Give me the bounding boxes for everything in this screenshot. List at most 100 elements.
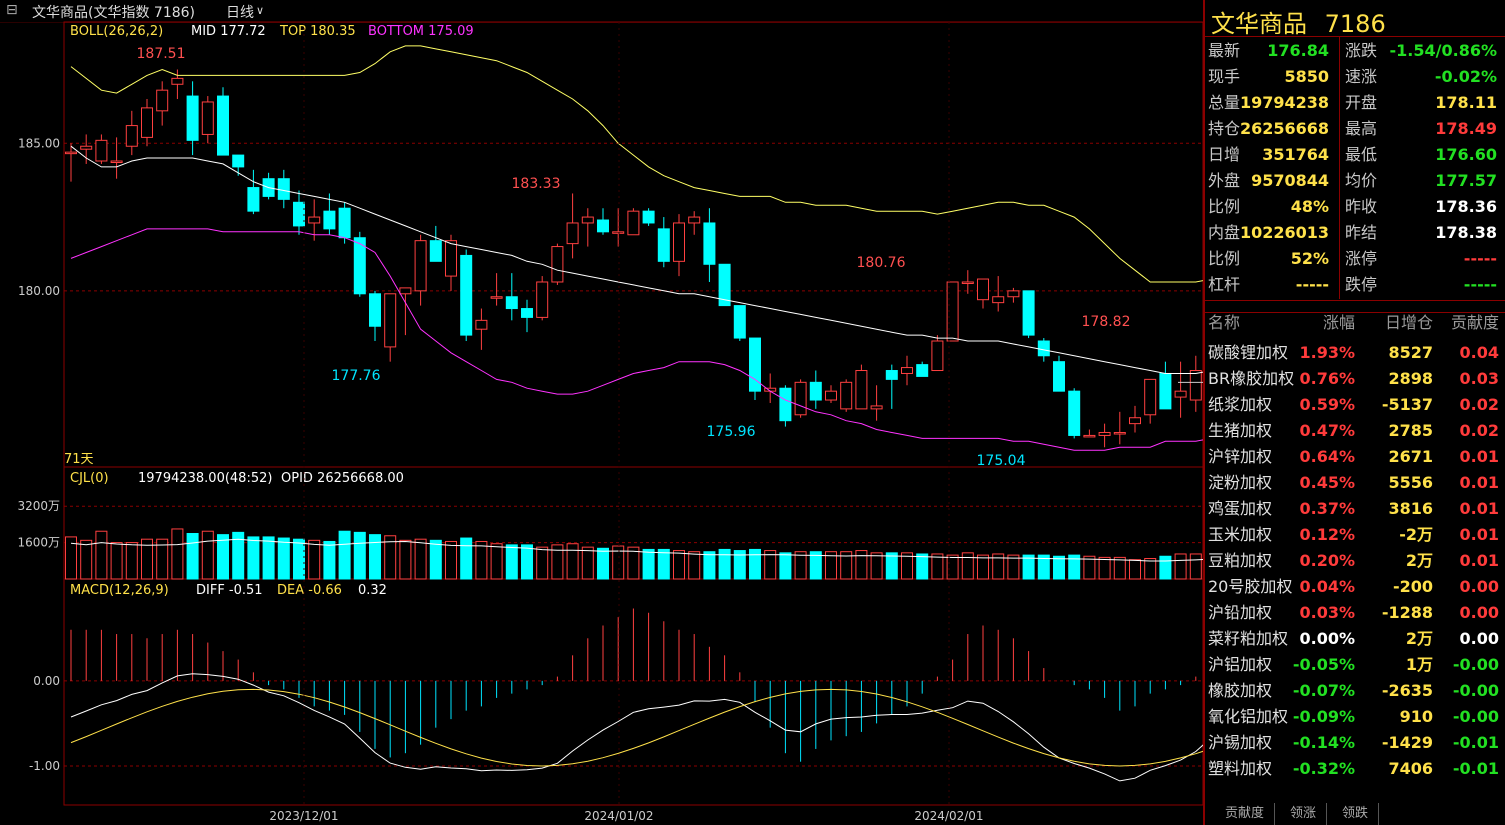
table-row[interactable]: 淀粉加权 0.45% 5556 0.01 (1205, 470, 1505, 496)
boll-name[interactable]: BOLL(26,26,2) (70, 24, 164, 39)
table-row[interactable]: 20号胶加权 0.04% -200 0.00 (1205, 574, 1505, 600)
table-row[interactable]: 纸浆加权 0.59% -5137 0.02 (1205, 392, 1505, 418)
table-row[interactable]: 鸡蛋加权 0.37% 3816 0.01 (1205, 496, 1505, 522)
daily-oi-change: 2898 (1388, 369, 1433, 388)
table-row[interactable]: 碳酸锂加权 1.93% 8527 0.04 (1205, 340, 1505, 366)
table-header-cell[interactable]: 日增仓 (1384, 313, 1433, 332)
candle-body (779, 387, 792, 422)
candle-body (992, 296, 1005, 304)
volume-bar (992, 553, 1005, 580)
candle-body (1098, 431, 1111, 436)
table-row[interactable]: 生猪加权 0.47% 2785 0.02 (1205, 418, 1505, 444)
table-row[interactable]: 沪铝加权 -0.05% 1万 -0.00 (1205, 652, 1505, 678)
quote-row: 杠杆 ----- 跌停 ----- (1205, 272, 1505, 298)
daily-oi-change: 2785 (1388, 421, 1433, 440)
volume-bar (125, 542, 138, 580)
table-row[interactable]: 沪铅加权 0.03% -1288 0.00 (1205, 600, 1505, 626)
table-row[interactable]: BR橡胶加权 0.76% 2898 0.03 (1205, 366, 1505, 392)
panel-tab[interactable]: 领涨 (1280, 803, 1328, 825)
quote-value: ----- (1463, 275, 1497, 294)
table-row[interactable]: 玉米加权 0.12% -2万 0.01 (1205, 522, 1505, 548)
macd-name[interactable]: MACD(12,26,9) (70, 583, 169, 598)
change-pct: 0.00% (1299, 629, 1355, 648)
contribution: -0.01 (1452, 759, 1499, 778)
volume-bar (95, 530, 108, 580)
candle-body (414, 240, 427, 292)
price-annotation: 187.51 (137, 46, 186, 62)
kline-chart[interactable]: 185.00 180.00 187.51 183.33 180.76 178.82 177.… (0, 0, 1203, 825)
candle-body (855, 370, 868, 410)
boll-top: TOP 180.35 (280, 24, 356, 39)
volume-bar (642, 548, 655, 580)
cjl-name[interactable]: CJL(0) (70, 471, 109, 486)
candle-body (673, 222, 685, 262)
panel-title: 文华商品 7186 (1211, 4, 1386, 39)
quote-label: 涨停 (1345, 249, 1378, 268)
candle-body (80, 145, 93, 150)
candle-body (536, 281, 549, 318)
chevron-down-icon[interactable]: ∨ (256, 4, 265, 17)
volume-bar (627, 546, 640, 580)
volume-bar (688, 551, 701, 580)
volume-bar (475, 540, 488, 580)
daily-oi-change: 7406 (1388, 759, 1433, 778)
candle-body (1113, 431, 1126, 435)
period-selector[interactable]: 日线 (226, 5, 254, 21)
table-header-cell[interactable]: 贡献度 (1450, 313, 1499, 332)
commodity-name: 玉米加权 (1208, 525, 1273, 544)
quote-value: -1.54/0.86% (1389, 41, 1497, 60)
volume-tick-label: 1600万 (17, 536, 60, 550)
candle-body (733, 305, 746, 339)
candle-body (171, 77, 184, 85)
change-pct: 0.76% (1299, 369, 1355, 388)
table-row[interactable]: 橡胶加权 -0.07% -2635 -0.00 (1205, 678, 1505, 704)
table-row[interactable]: 沪锡加权 -0.14% -1429 -0.01 (1205, 730, 1505, 756)
candle-body (369, 293, 381, 327)
table-row[interactable]: 沪锌加权 0.64% 2671 0.01 (1205, 444, 1505, 470)
table-row[interactable]: 氧化铝加权 -0.09% 910 -0.00 (1205, 704, 1505, 730)
table-row[interactable]: 菜籽粕加权 0.00% 2万 0.00 (1205, 626, 1505, 652)
volume-bar (460, 537, 473, 580)
candle-body (521, 308, 533, 318)
table-header-cell[interactable]: 名称 (1208, 313, 1241, 332)
quote-label: 跌停 (1345, 275, 1378, 294)
table-row[interactable]: 塑料加权 -0.32% 7406 -0.01 (1205, 756, 1505, 782)
candle-body (201, 101, 214, 135)
quote-value: ----- (1295, 275, 1329, 294)
commodity-name: BR橡胶加权 (1208, 369, 1295, 388)
candle-body (95, 139, 108, 162)
contribution: 0.03 (1459, 369, 1499, 388)
candle-body (399, 287, 412, 295)
quote-value: 176.60 (1435, 145, 1497, 164)
quote-value: 178.38 (1435, 223, 1497, 242)
volume-bar (1007, 554, 1020, 580)
contribution: -0.00 (1452, 655, 1499, 674)
panel-tab[interactable]: 领跌 (1332, 803, 1380, 825)
table-header-cell[interactable]: 涨幅 (1322, 313, 1355, 332)
quote-value: 10226013 (1239, 223, 1329, 242)
panel-divider (1339, 37, 1340, 299)
panel-tab[interactable]: 贡献度 (1215, 803, 1276, 825)
volume-ma-line (70, 538, 1203, 562)
candle-body (703, 222, 716, 265)
quote-value: 52% (1290, 249, 1329, 268)
volume-bar (901, 552, 913, 580)
volume-bar (429, 539, 442, 580)
quote-label: 内盘 (1208, 223, 1241, 242)
macd-tick-label: 0.00 (33, 674, 60, 688)
quote-row: 外盘 9570844 均价 177.57 (1205, 168, 1505, 194)
volume-bar (414, 538, 427, 580)
quote-row: 持仓 26256668 最高 178.49 (1205, 116, 1505, 142)
macd-value: 0.32 (358, 583, 387, 598)
change-pct: 0.47% (1299, 421, 1355, 440)
change-pct: 0.37% (1299, 499, 1355, 518)
volume-bar (809, 551, 822, 580)
commodity-name: 淀粉加权 (1208, 473, 1273, 492)
contribution: 0.00 (1459, 577, 1499, 596)
volume-bar (141, 538, 153, 580)
volume-bar (733, 550, 746, 580)
contribution: 0.04 (1459, 343, 1499, 362)
table-row[interactable]: 豆粕加权 0.20% 2万 0.01 (1205, 548, 1505, 574)
quote-value: -0.02% (1434, 67, 1497, 86)
contribution: 0.02 (1459, 421, 1499, 440)
